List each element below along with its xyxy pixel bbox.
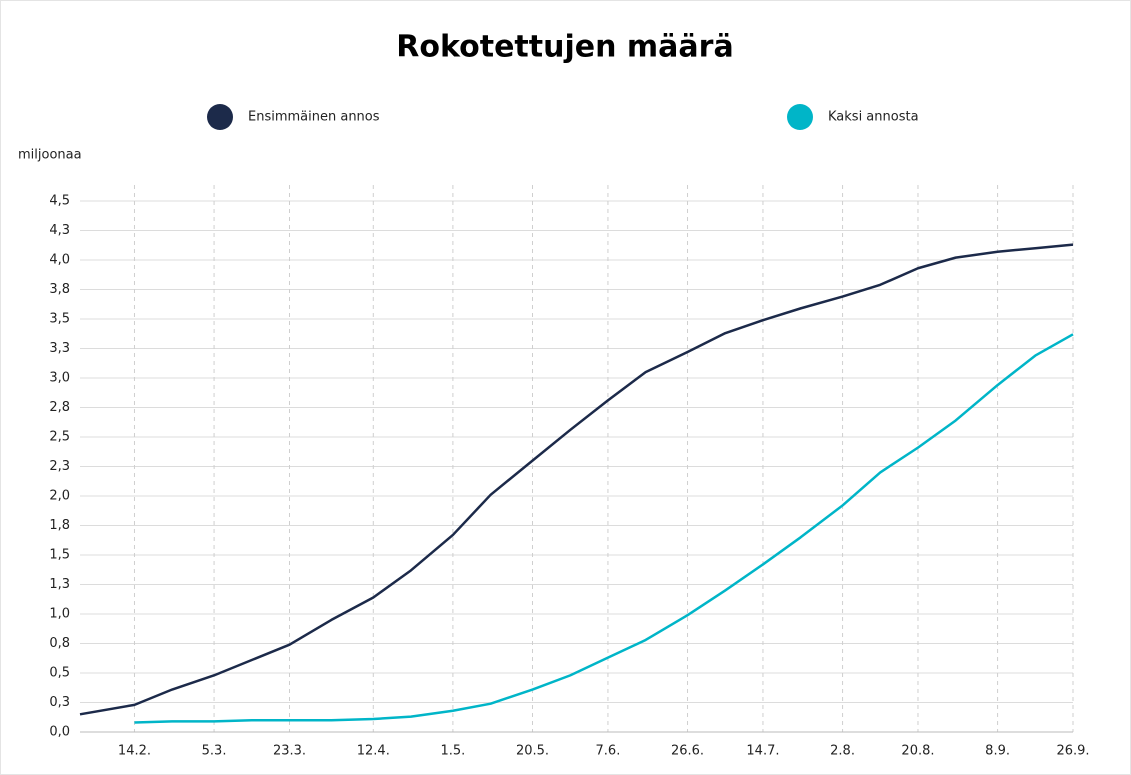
y-tick-label: 4,3	[49, 223, 70, 238]
y-tick-label: 3,3	[49, 341, 70, 356]
x-tick-label: 14.2.	[118, 744, 151, 759]
y-tick-label: 0,3	[49, 695, 70, 710]
x-tick-label: 5.3.	[202, 744, 227, 759]
x-tick-label: 2.8.	[830, 744, 855, 759]
legend-swatch	[207, 104, 233, 130]
x-tick-label: 20.5.	[516, 744, 549, 759]
x-tick-label: 8.9.	[985, 744, 1010, 759]
x-tick-label: 14.7.	[746, 744, 779, 759]
legend-label: Kaksi annosta	[828, 110, 919, 125]
legend-label: Ensimmäinen annos	[248, 110, 380, 125]
y-tick-label: 2,5	[49, 430, 70, 445]
y-tick-label: 1,3	[49, 577, 70, 592]
y-tick-label: 1,5	[49, 548, 70, 563]
x-tick-label: 20.8.	[901, 744, 934, 759]
x-tick-label: 23.3.	[273, 744, 306, 759]
y-tick-label: 0,8	[49, 636, 70, 651]
series-line	[79, 243, 1074, 716]
y-tick-label: 1,0	[49, 607, 70, 622]
y-tick-label: 0,5	[49, 666, 70, 681]
y-tick-label: 0,0	[49, 725, 70, 740]
x-tick-label: 7.6.	[596, 744, 621, 759]
y-tick-label: 4,5	[49, 194, 70, 209]
y-tick-label: 2,8	[49, 400, 70, 415]
y-tick-label: 2,0	[49, 489, 70, 504]
chart-title: Rokotettujen määrä	[396, 30, 733, 65]
series-line	[134, 333, 1074, 724]
y-axis-label: miljoonaa	[18, 148, 82, 163]
y-tick-label: 1,8	[49, 518, 70, 533]
legend-swatch	[787, 104, 813, 130]
y-tick-label: 4,0	[49, 253, 70, 268]
x-tick-label: 26.9.	[1056, 744, 1089, 759]
x-tick-label: 12.4.	[357, 744, 390, 759]
y-tick-label: 2,3	[49, 459, 70, 474]
y-tick-label: 3,5	[49, 312, 70, 327]
x-tick-label: 26.6.	[671, 744, 704, 759]
y-tick-label: 3,8	[49, 282, 70, 297]
x-tick-label: 1.5.	[440, 744, 465, 759]
y-tick-label: 3,0	[49, 371, 70, 386]
